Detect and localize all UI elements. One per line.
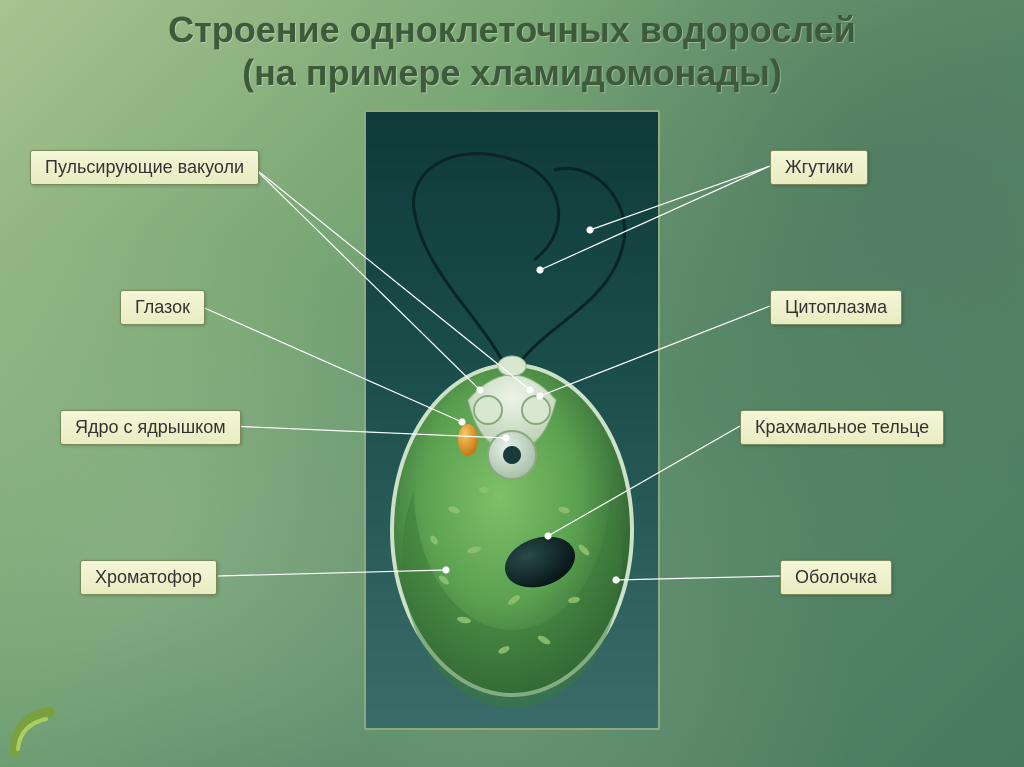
label-text: Ядро с ядрышком <box>75 417 226 437</box>
flagellum-left <box>413 154 558 360</box>
label-text: Глазок <box>135 297 190 317</box>
eyespot-shape <box>458 424 478 456</box>
label-flagella: Жгутики <box>770 150 868 185</box>
label-text: Хроматофор <box>95 567 202 587</box>
title-line-2: (на примере хламидомонады) <box>242 52 782 93</box>
vacuole-right <box>522 396 550 424</box>
page-title: Строение одноклеточных водорослей (на пр… <box>0 8 1024 94</box>
apical-papilla <box>498 356 526 376</box>
label-starch: Крахмальное тельце <box>740 410 944 445</box>
title-line-1: Строение одноклеточных водорослей <box>168 9 856 50</box>
label-text: Пульсирующие вакуоли <box>45 157 244 177</box>
diagram-area: Пульсирующие вакуоли Глазок Ядро с ядрыш… <box>0 100 1024 767</box>
label-cytoplasm: Цитоплазма <box>770 290 902 325</box>
nucleolus <box>503 446 521 464</box>
corner-decoration <box>10 697 70 757</box>
flagellum-right <box>522 168 625 360</box>
label-vacuoles: Пульсирующие вакуоли <box>30 150 259 185</box>
label-text: Цитоплазма <box>785 297 887 317</box>
label-text: Оболочка <box>795 567 877 587</box>
label-text: Жгутики <box>785 157 853 177</box>
label-text: Крахмальное тельце <box>755 417 929 437</box>
label-nucleus: Ядро с ядрышком <box>60 410 241 445</box>
label-membrane: Оболочка <box>780 560 892 595</box>
label-chromatophore: Хроматофор <box>80 560 217 595</box>
vacuole-left <box>474 396 502 424</box>
label-eyespot: Глазок <box>120 290 205 325</box>
cell-illustration <box>364 110 660 730</box>
